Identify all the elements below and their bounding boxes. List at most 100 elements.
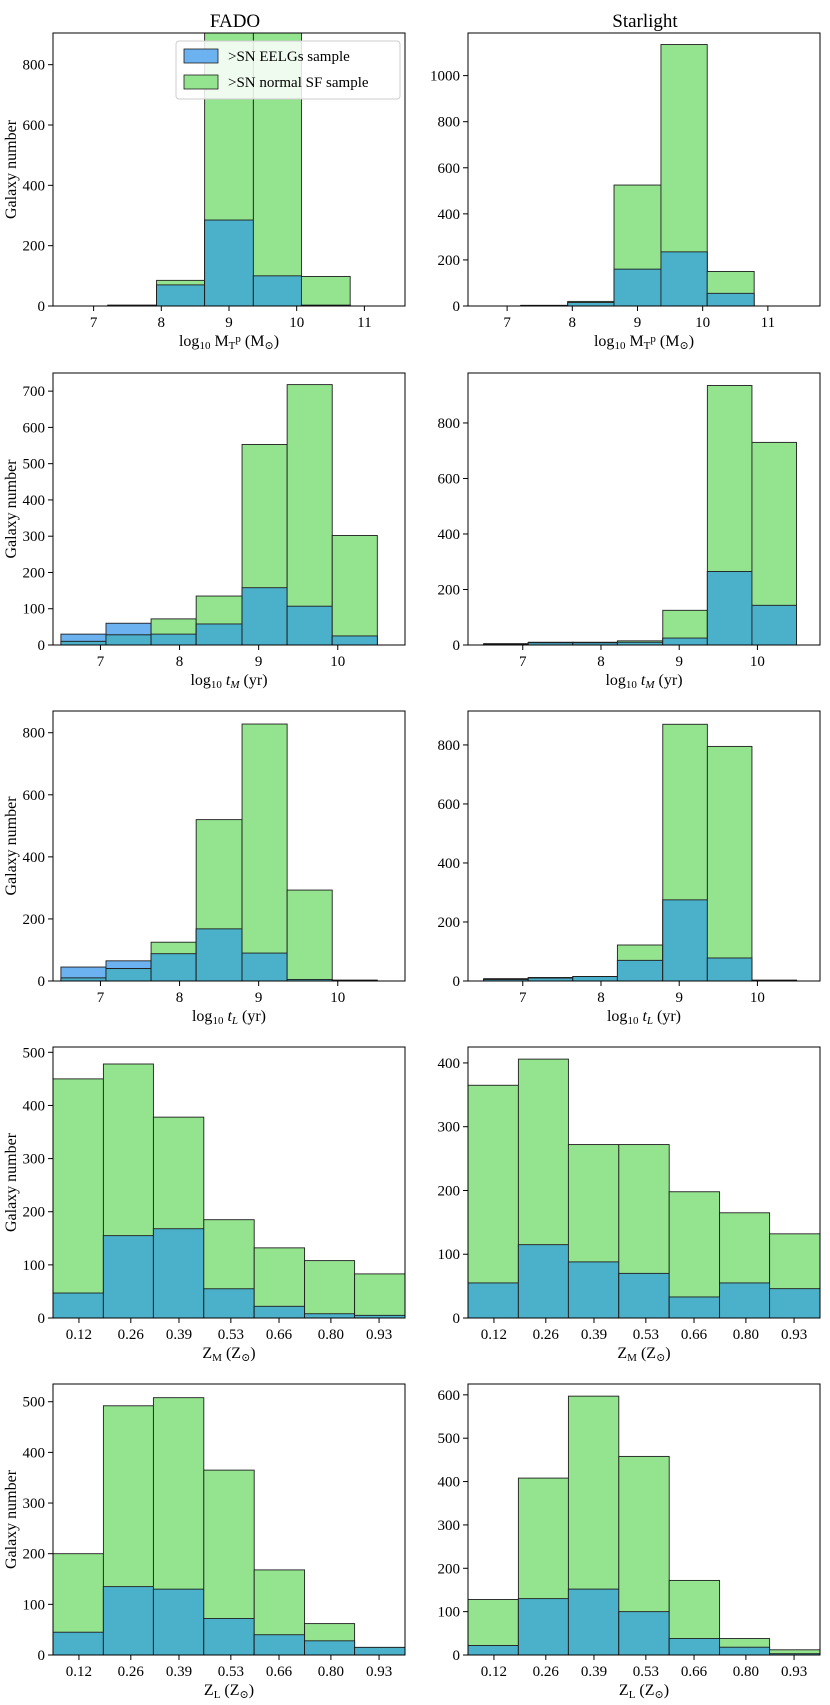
y-tick-label: 800: [23, 726, 46, 742]
bars-group: [60, 384, 378, 645]
bar-overlap: [618, 1611, 670, 1655]
y-tick-label: 100: [23, 1258, 46, 1274]
x-tick-label: 7: [503, 315, 511, 331]
x-tick-label: 9: [634, 315, 642, 331]
y-tick-label: 400: [438, 207, 461, 223]
x-axis-label-part: L: [646, 1015, 653, 1027]
x-tick-label: 0.66: [681, 1664, 708, 1680]
x-axis-label: ZL (Z⊙): [619, 1682, 669, 1701]
y-tick-label: 400: [23, 1098, 46, 1114]
y-tick-label: 200: [23, 1547, 46, 1563]
y-tick-label: 0: [38, 638, 46, 654]
x-axis-label: log10 tM (yr): [190, 672, 267, 691]
bar-overlap: [331, 635, 378, 645]
y-tick-label: 0: [38, 1311, 46, 1327]
x-axis-label-part: 10: [626, 679, 638, 691]
x-axis-label-part: (M: [241, 333, 265, 350]
x-tick-label: 8: [158, 315, 166, 331]
x-axis-label-part: M: [629, 333, 643, 350]
x-axis-label-part: p: [650, 333, 656, 345]
axes-frame: [467, 32, 821, 307]
x-tick-label: 11: [357, 315, 371, 331]
y-tick-label: 600: [23, 788, 46, 804]
x-axis-label-part: t: [642, 1008, 647, 1025]
x-axis-label: ZL (Z⊙): [204, 1682, 254, 1701]
x-axis-label: ZM (Z⊙): [617, 1345, 670, 1364]
bar-overlap: [152, 1228, 205, 1318]
x-tick-label: 7: [519, 990, 527, 1006]
x-tick-label: 9: [675, 990, 683, 1006]
y-tick-label: 500: [23, 1045, 46, 1061]
bars-group: [468, 1058, 820, 1318]
x-tick-label: 0.26: [118, 1327, 145, 1343]
y-tick-label: 300: [438, 1518, 461, 1534]
x-axis-label-part: T: [644, 340, 651, 352]
bar-overlap: [668, 1638, 721, 1655]
bar-sf: [241, 723, 288, 981]
y-tick-label: 600: [438, 1388, 461, 1404]
bar-overlap: [567, 1261, 620, 1318]
x-axis-label: ZM (Z⊙): [202, 1345, 255, 1364]
legend-swatch-eelg: [183, 48, 219, 64]
column-title-starlight: Starlight: [612, 11, 678, 32]
x-axis-label-part: (Z: [222, 1345, 241, 1362]
bar-overlap: [53, 1631, 104, 1655]
bar-overlap: [253, 1305, 306, 1318]
x-axis-label-part: (Z: [637, 1345, 656, 1362]
x-axis-label-part: 10: [199, 340, 211, 352]
y-tick-label: 0: [453, 1648, 461, 1664]
y-axis-label: Galaxy number: [3, 459, 20, 559]
axes-frame: [467, 710, 821, 982]
bars-group: [53, 1063, 405, 1318]
x-tick-label: 8: [597, 654, 605, 670]
bar-overlap: [195, 623, 243, 645]
bar-overlap: [662, 899, 708, 981]
x-tick-label: 9: [675, 654, 683, 670]
legend-swatch-sf: [183, 74, 219, 90]
x-tick-label: 0.53: [633, 1327, 659, 1343]
y-tick-label: 800: [23, 58, 46, 74]
y-tick-label: 200: [438, 1183, 461, 1199]
bar-overlap: [304, 1313, 356, 1318]
bar-overlap: [150, 953, 197, 981]
y-tick-label: 200: [438, 253, 461, 269]
x-axis-label: log10 MTp (M⊙): [594, 333, 694, 352]
histogram-panel-4-1: 0 100 200 300 400 500 600 0.12 0.26 0.39 0.53 0.66 0…: [438, 1383, 821, 1701]
x-axis-label-part: 10: [614, 340, 626, 352]
y-tick-label: 100: [23, 602, 46, 618]
x-axis-label-part: log: [190, 672, 210, 689]
bar-overlap: [572, 976, 618, 981]
x-tick-label: 0.80: [318, 1327, 344, 1343]
y-tick-label: 600: [438, 797, 461, 813]
x-tick-label: 0.39: [581, 1664, 607, 1680]
x-tick-label: 10: [695, 315, 710, 331]
bar-overlap: [354, 1314, 405, 1318]
x-axis-label-part: ): [250, 1345, 255, 1362]
y-tick-label: 200: [23, 239, 46, 255]
x-axis-label-part: ⊙: [240, 1689, 249, 1701]
x-tick-label: 7: [97, 990, 105, 1006]
x-tick-label: 9: [255, 990, 263, 1006]
bar-overlap: [719, 1282, 771, 1318]
x-tick-label: 7: [90, 315, 98, 331]
x-axis-label-part: t: [226, 672, 231, 689]
x-tick-label: 9: [225, 315, 233, 331]
y-tick-label: 500: [23, 457, 46, 473]
y-tick-label: 600: [23, 420, 46, 436]
x-tick-label: 0.39: [166, 1664, 192, 1680]
x-axis-label-part: M: [229, 679, 240, 691]
bar-overlap: [613, 268, 662, 306]
histogram-panel-3-1: 0 100 200 300 400 0.12 0.26 0.39 0.53 0.66 0.80 0.9…: [438, 1046, 821, 1364]
x-axis-label-part: log: [605, 672, 625, 689]
y-tick-label: 600: [438, 471, 461, 487]
bar-sf: [304, 1260, 356, 1318]
legend-box: [175, 40, 401, 100]
x-axis-label-part: log: [594, 333, 614, 350]
x-tick-label: 0.66: [266, 1327, 293, 1343]
x-tick-label: 0.66: [681, 1327, 708, 1343]
